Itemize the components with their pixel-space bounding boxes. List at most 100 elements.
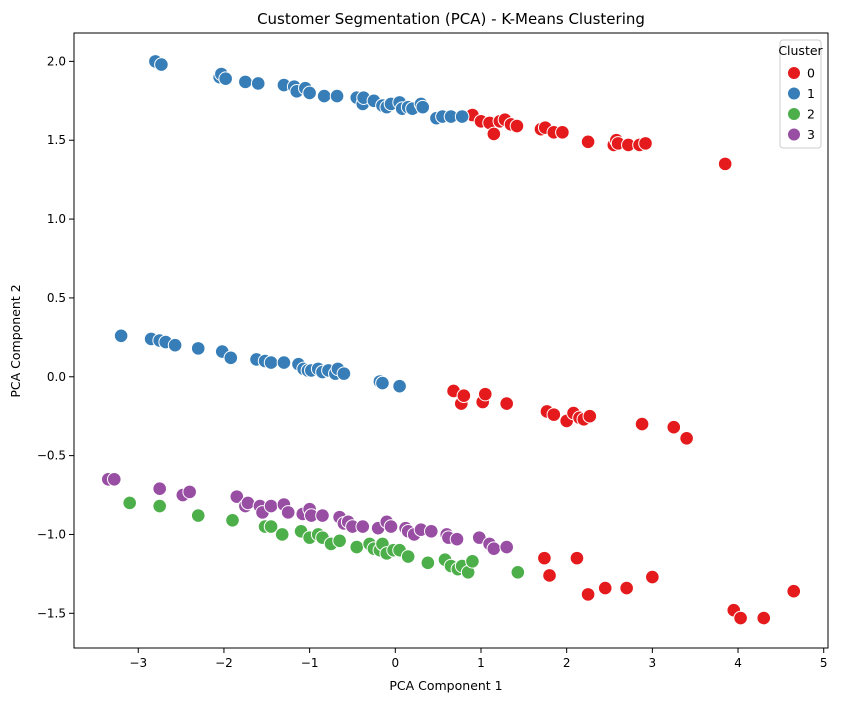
data-point-cluster-0 [717, 156, 733, 172]
data-point-cluster-1 [316, 88, 332, 104]
data-point-cluster-1 [113, 328, 129, 344]
data-point-cluster-1 [329, 88, 345, 104]
y-tick-label: 0.5 [47, 291, 66, 305]
legend-label-0: 0 [807, 66, 815, 81]
data-point-cluster-1 [302, 85, 317, 101]
legend-marker-3 [787, 127, 801, 142]
data-point-cluster-0 [645, 569, 660, 585]
data-point-cluster-2 [332, 533, 347, 549]
data-point-cluster-3 [106, 471, 122, 487]
plot-frame [73, 32, 829, 649]
x-tick-label: −3 [129, 656, 147, 670]
data-point-cluster-1 [167, 337, 183, 353]
data-point-cluster-3 [449, 531, 465, 547]
data-point-cluster-3 [499, 539, 514, 555]
y-tick-label: 0.0 [47, 370, 66, 384]
data-point-cluster-2 [225, 512, 240, 528]
data-point-cluster-0 [580, 134, 596, 150]
x-tick-label: 1 [477, 656, 485, 670]
data-point-cluster-0 [733, 610, 748, 626]
data-point-cluster-0 [666, 419, 682, 435]
data-point-cluster-2 [510, 565, 526, 580]
data-point-cluster-3 [315, 508, 330, 523]
data-point-cluster-2 [420, 555, 436, 571]
data-point-cluster-1 [263, 355, 279, 370]
data-point-cluster-0 [509, 118, 525, 134]
data-point-cluster-0 [542, 568, 557, 583]
y-tick-label: 2.0 [47, 54, 66, 68]
data-point-cluster-0 [679, 430, 694, 446]
x-tick-label: 3 [649, 656, 657, 670]
data-point-cluster-0 [786, 583, 802, 599]
data-point-cluster-0 [456, 388, 472, 403]
data-point-cluster-0 [638, 136, 653, 151]
legend-marker-2 [787, 107, 801, 121]
legend-label-3: 3 [807, 127, 815, 142]
data-point-cluster-1 [238, 74, 253, 90]
data-point-cluster-0 [582, 408, 598, 424]
data-point-cluster-1 [154, 57, 169, 72]
data-point-cluster-3 [280, 505, 296, 520]
series-2 [122, 495, 526, 580]
data-point-cluster-3 [263, 498, 279, 514]
data-point-cluster-2 [263, 519, 279, 534]
data-point-cluster-0 [499, 396, 514, 411]
data-point-cluster-0 [477, 386, 493, 402]
data-point-cluster-1 [250, 76, 266, 91]
y-tick-label: 1.5 [47, 133, 66, 147]
plot-area: −3 −2 −1 0 1 2 3 4 5 −1.5 −1.0 −0.5 0.0 0.5 1.0 1.5 2.0 [37, 32, 829, 670]
data-point-cluster-2 [190, 508, 206, 523]
x-tick-label: 0 [391, 656, 399, 670]
data-point-cluster-3 [355, 519, 371, 534]
x-tick-label: −2 [215, 656, 233, 670]
data-point-cluster-2 [465, 553, 480, 569]
data-point-cluster-0 [546, 407, 562, 422]
y-tick-label: −1.5 [37, 606, 66, 620]
legend: Cluster 0 1 2 3 [778, 39, 824, 149]
data-point-cluster-3 [240, 495, 256, 511]
data-point-cluster-3 [486, 541, 502, 556]
data-point-cluster-0 [555, 125, 570, 140]
series-3 [100, 471, 514, 556]
data-point-cluster-2 [122, 495, 137, 511]
y-tick-label: 1.0 [47, 212, 66, 226]
x-axis-title: PCA Component 1 [389, 678, 502, 693]
y-tick-label: −1.0 [37, 527, 66, 541]
series-0 [446, 107, 802, 626]
legend-marker-0 [787, 66, 801, 80]
data-point-cluster-3 [383, 519, 399, 534]
data-point-cluster-1 [218, 71, 233, 87]
data-point-cluster-3 [182, 484, 197, 500]
series-1 [113, 54, 470, 394]
data-point-cluster-0 [569, 550, 585, 566]
x-tick-label: 5 [820, 656, 828, 670]
data-point-cluster-2 [349, 539, 365, 555]
data-point-cluster-0 [634, 416, 650, 432]
data-point-cluster-0 [537, 550, 552, 566]
legend-label-2: 2 [807, 107, 815, 122]
chart-title: Customer Segmentation (PCA) - K-Means Cl… [257, 10, 645, 28]
data-point-cluster-3 [423, 524, 439, 539]
data-point-cluster-0 [580, 587, 596, 602]
data-point-cluster-3 [229, 489, 245, 504]
data-point-cluster-3 [152, 481, 167, 497]
data-point-cluster-2 [400, 549, 416, 564]
data-point-cluster-2 [152, 498, 167, 514]
data-point-cluster-0 [619, 580, 634, 596]
data-point-cluster-1 [336, 366, 352, 381]
x-tick-label: −1 [301, 656, 319, 670]
data-point-cluster-0 [486, 126, 502, 142]
legend-label-1: 1 [807, 86, 815, 101]
data-point-cluster-1 [276, 355, 292, 370]
data-point-cluster-1 [190, 341, 206, 356]
data-point-cluster-1 [392, 378, 407, 394]
legend-marker-1 [787, 86, 801, 101]
legend-title: Cluster [778, 43, 823, 58]
x-tick-label: 4 [734, 656, 742, 670]
y-axis-title: PCA Component 2 [8, 284, 23, 397]
data-point-cluster-1 [375, 375, 390, 391]
data-point-cluster-2 [274, 527, 290, 542]
